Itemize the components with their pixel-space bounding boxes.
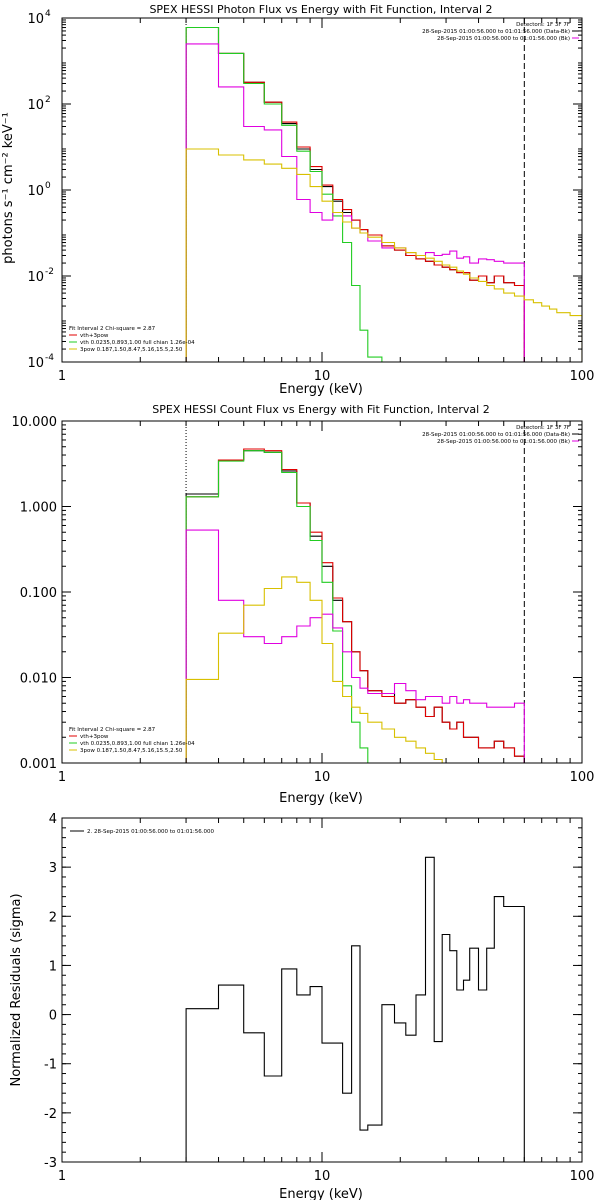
y-tick-label: 0.100	[20, 586, 57, 601]
series-group	[185, 26, 582, 362]
y-tick-label: 1	[49, 959, 57, 974]
y-tick-label: -3	[44, 1156, 57, 1171]
series-group	[185, 448, 525, 763]
y-tick-label: 10	[27, 270, 44, 285]
residuals-panel: 1 10 100 -3 -2 -1 0 1 2 3 4 2. 28-Sep-2015 01:00:56…	[9, 812, 594, 1200]
x-tick-label: 10	[314, 770, 331, 785]
series-group	[185, 856, 525, 1162]
count-flux-xlabel: Energy (keV)	[279, 791, 363, 806]
legend-top-entry: 28-Sep-2015 01:00:56.000 to 01:01:56.000…	[422, 29, 570, 35]
y-tick-label: 10	[27, 12, 44, 27]
y-tick-label: -2	[44, 1107, 57, 1122]
legend-top-entry: 28-Sep-2015 01:00:56.000 to 01:01:56.000…	[437, 36, 570, 42]
y-tick-label: 0.001	[20, 757, 57, 772]
x-tick-label: 10	[314, 1169, 331, 1184]
x-tick-label: 1	[58, 770, 66, 785]
legend-bottom-entry: 3pow 0.187,1.50,8.47,5.16,15.5,2.50	[80, 748, 183, 754]
x-tick-label: 10	[314, 369, 331, 384]
series-magenta	[185, 43, 525, 362]
photon-flux-panel: SPEX HESSI Photon Flux vs Energy with Fi…	[1, 3, 595, 397]
series-black	[185, 26, 525, 362]
axes-frame	[61, 420, 583, 764]
series-red	[185, 26, 525, 362]
y-tick-label: 0	[49, 1009, 57, 1024]
y-tick-label: 0.010	[20, 672, 57, 687]
y-tick-label: 2	[49, 910, 57, 925]
x-tick-label: 1	[58, 1169, 66, 1184]
legend-top-entry: Detectors: 1F 3F 7F	[516, 425, 570, 431]
legend-entry: 2. 28-Sep-2015 01:00:56.000 to 01:01:56.…	[87, 829, 214, 835]
photon-flux-xlabel: Energy (keV)	[279, 382, 363, 397]
legend-top-entry: 28-Sep-2015 01:00:56.000 to 01:01:56.000…	[422, 432, 570, 438]
legend-bottom-entry: vth+3pow	[80, 734, 109, 740]
legend-bottom-entry: 3pow 0.187,1.50,8.47,5.16,15.5,2.50	[80, 347, 183, 353]
count-flux-title: SPEX HESSI Count Flux vs Energy with Fit…	[152, 403, 489, 416]
legend-bottom-entry: vth 0.0235,0.893,1.00 full chian 1.26e-0…	[80, 340, 195, 346]
series-black	[185, 856, 525, 1162]
count-flux-panel: SPEX HESSI Count Flux vs Energy with Fit…	[12, 403, 595, 806]
y-tick-label: 10	[27, 184, 44, 199]
legend-bottom-entry: vth 0.0235,0.893,1.00 full chian 1.26e-0…	[80, 741, 195, 747]
y-tick-exponent: -2	[45, 267, 54, 277]
series-green	[185, 450, 369, 763]
y-tick-label: -1	[44, 1058, 57, 1073]
series-magenta	[185, 529, 525, 763]
y-tick-exponent: 4	[45, 9, 51, 19]
y-tick-label: 10	[27, 356, 44, 371]
y-tick-label: 10.000	[12, 415, 58, 430]
photon-flux-ylabel: photons s⁻¹ cm⁻² keV⁻¹	[1, 112, 16, 264]
y-tick-exponent: 0	[45, 181, 51, 191]
x-tick-label: 100	[570, 1169, 595, 1184]
y-tick-label: 10	[27, 98, 44, 113]
x-tick-label: 1	[58, 369, 66, 384]
series-yellow	[185, 148, 582, 362]
photon-flux-title: SPEX HESSI Photon Flux vs Energy with Fi…	[149, 3, 492, 16]
x-tick-label: 100	[570, 369, 595, 384]
legend-bottom-entry: Fit Interval 2 Chi-square = 2.87	[69, 326, 156, 332]
y-tick-label: 3	[49, 861, 57, 876]
y-tick-exponent: 2	[45, 95, 51, 105]
y-tick-label: 1.000	[20, 501, 57, 516]
residuals-xlabel: Energy (keV)	[279, 1187, 363, 1200]
series-black	[185, 450, 525, 763]
series-green	[185, 26, 383, 362]
legend-bottom-entry: vth+3pow	[80, 333, 109, 339]
residuals-ylabel: Normalized Residuals (sigma)	[9, 893, 24, 1086]
series-yellow	[185, 576, 443, 763]
legend-top-entry: Detectors: 1F 3F 7F	[516, 22, 570, 28]
y-tick-label: 4	[49, 812, 57, 827]
series-red	[185, 448, 525, 763]
legend-bottom-entry: Fit Interval 2 Chi-square = 2.87	[69, 727, 156, 733]
legend-top-entry: 28-Sep-2015 01:00:56.000 to 01:01:56.000…	[437, 439, 570, 445]
x-tick-label: 100	[570, 770, 595, 785]
y-tick-exponent: -4	[45, 353, 54, 363]
